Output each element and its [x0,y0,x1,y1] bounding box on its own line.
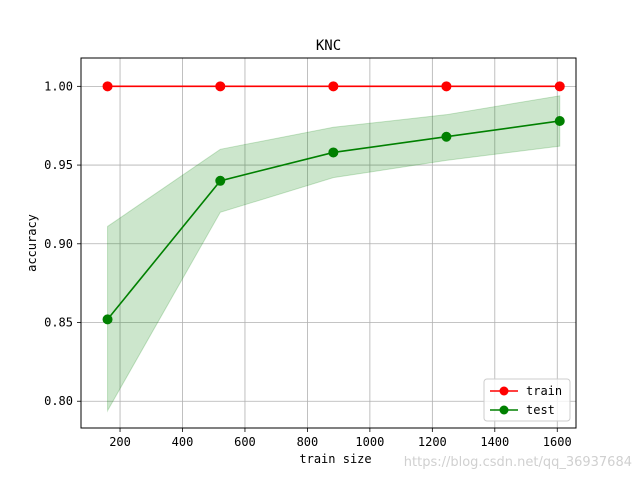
legend-label: train [526,384,562,398]
legend-swatch-marker [499,386,509,396]
x-tick-label: 1600 [543,435,572,449]
marker-layer [102,81,565,325]
data-point-test [328,147,339,158]
chart-title: KNC [316,38,341,54]
x-tick-label: 1200 [418,435,447,449]
data-point-test [102,314,113,325]
y-tick-label: 0.80 [44,394,73,408]
legend-label: test [526,403,555,417]
data-point-test [554,115,565,126]
x-tick-label: 1000 [355,435,384,449]
watermark-text: https://blog.csdn.net/qq_36937684 [404,455,632,470]
data-point-train [102,81,113,92]
data-point-test [215,175,226,186]
x-tick-label: 800 [297,435,319,449]
x-axis-ticks: 200 400 600 800 1000 1200 1400 1600 [109,428,572,449]
legend-entry-test: test [490,403,555,417]
y-tick-label: 0.85 [44,316,73,330]
data-point-train [441,81,452,92]
series-band-test [107,95,561,413]
data-point-train [215,81,226,92]
x-axis-label: train size [299,452,371,466]
legend: train test [483,378,571,422]
x-tick-label: 1400 [480,435,509,449]
y-axis-ticks: 0.80 0.85 0.90 0.95 1.00 [44,79,81,408]
y-tick-label: 0.90 [44,237,73,251]
legend-swatch-marker [499,405,509,415]
y-tick-label: 1.00 [44,79,73,93]
legend-entry-train: train [490,384,562,398]
data-point-test [441,131,452,142]
band-layer [107,95,561,413]
y-tick-label: 0.95 [44,158,73,172]
x-tick-label: 600 [234,435,256,449]
data-point-train [554,81,565,92]
plot-frame [80,57,577,429]
x-tick-label: 400 [172,435,194,449]
y-axis-label: accuracy [25,214,39,272]
data-point-train [328,81,339,92]
x-tick-label: 200 [109,435,131,449]
